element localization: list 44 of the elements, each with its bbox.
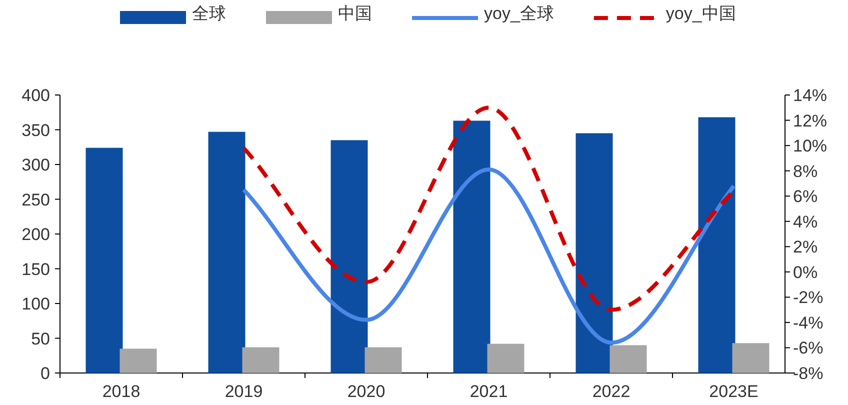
y-tick-label: 200 — [22, 225, 50, 244]
bar — [453, 120, 490, 373]
x-tick-label: 2023E — [709, 382, 758, 401]
y2-tick-label: 4% — [793, 212, 818, 232]
y-tick-label: 400 — [22, 86, 50, 105]
y2-tick-label: 8% — [793, 162, 818, 181]
y-tick-label: 300 — [22, 156, 50, 174]
legend-label: 全球 — [192, 4, 226, 23]
y-tick-label: 250 — [22, 190, 50, 210]
legend-label: yoy_全球 — [484, 4, 554, 23]
x-tick-label: 2019 — [224, 382, 263, 401]
bar — [86, 148, 123, 373]
bar — [610, 345, 647, 373]
bar — [242, 347, 280, 373]
y2-tick-label: 14% — [793, 86, 828, 105]
legend-label: yoy_中国 — [666, 4, 736, 23]
y-tick-label: 50 — [31, 329, 50, 348]
line-series — [242, 168, 736, 345]
y2-tick-label: -2% — [793, 288, 824, 308]
bar — [732, 343, 770, 373]
bar — [576, 133, 613, 373]
y-tick-label: 350 — [22, 120, 50, 140]
x-tick-label: 2018 — [102, 382, 140, 401]
bar — [208, 132, 246, 373]
x-tick-label: 2020 — [347, 382, 386, 401]
x-tick-label: 2021 — [470, 382, 508, 401]
y-tick-label: 100 — [22, 294, 50, 314]
y2-tick-label: 6% — [793, 187, 818, 206]
bar — [330, 140, 368, 373]
x-tick-label: 2022 — [592, 382, 630, 401]
bar — [698, 117, 736, 373]
y-tick-label: 0 — [40, 364, 50, 383]
y2-tick-label: -4% — [793, 313, 824, 332]
y2-tick-label: 0% — [793, 262, 818, 282]
y2-tick-label: 10% — [793, 136, 828, 156]
y-tick-label: 150 — [22, 260, 50, 279]
legend-label: 中国 — [338, 4, 372, 23]
bar — [487, 344, 524, 373]
bar — [120, 348, 157, 373]
bar — [364, 347, 402, 373]
y2-tick-label: -6% — [793, 338, 824, 358]
y2-tick-label: 12% — [793, 111, 828, 130]
y2-tick-label: 2% — [793, 238, 818, 257]
y2-tick-label: -8% — [793, 364, 824, 383]
